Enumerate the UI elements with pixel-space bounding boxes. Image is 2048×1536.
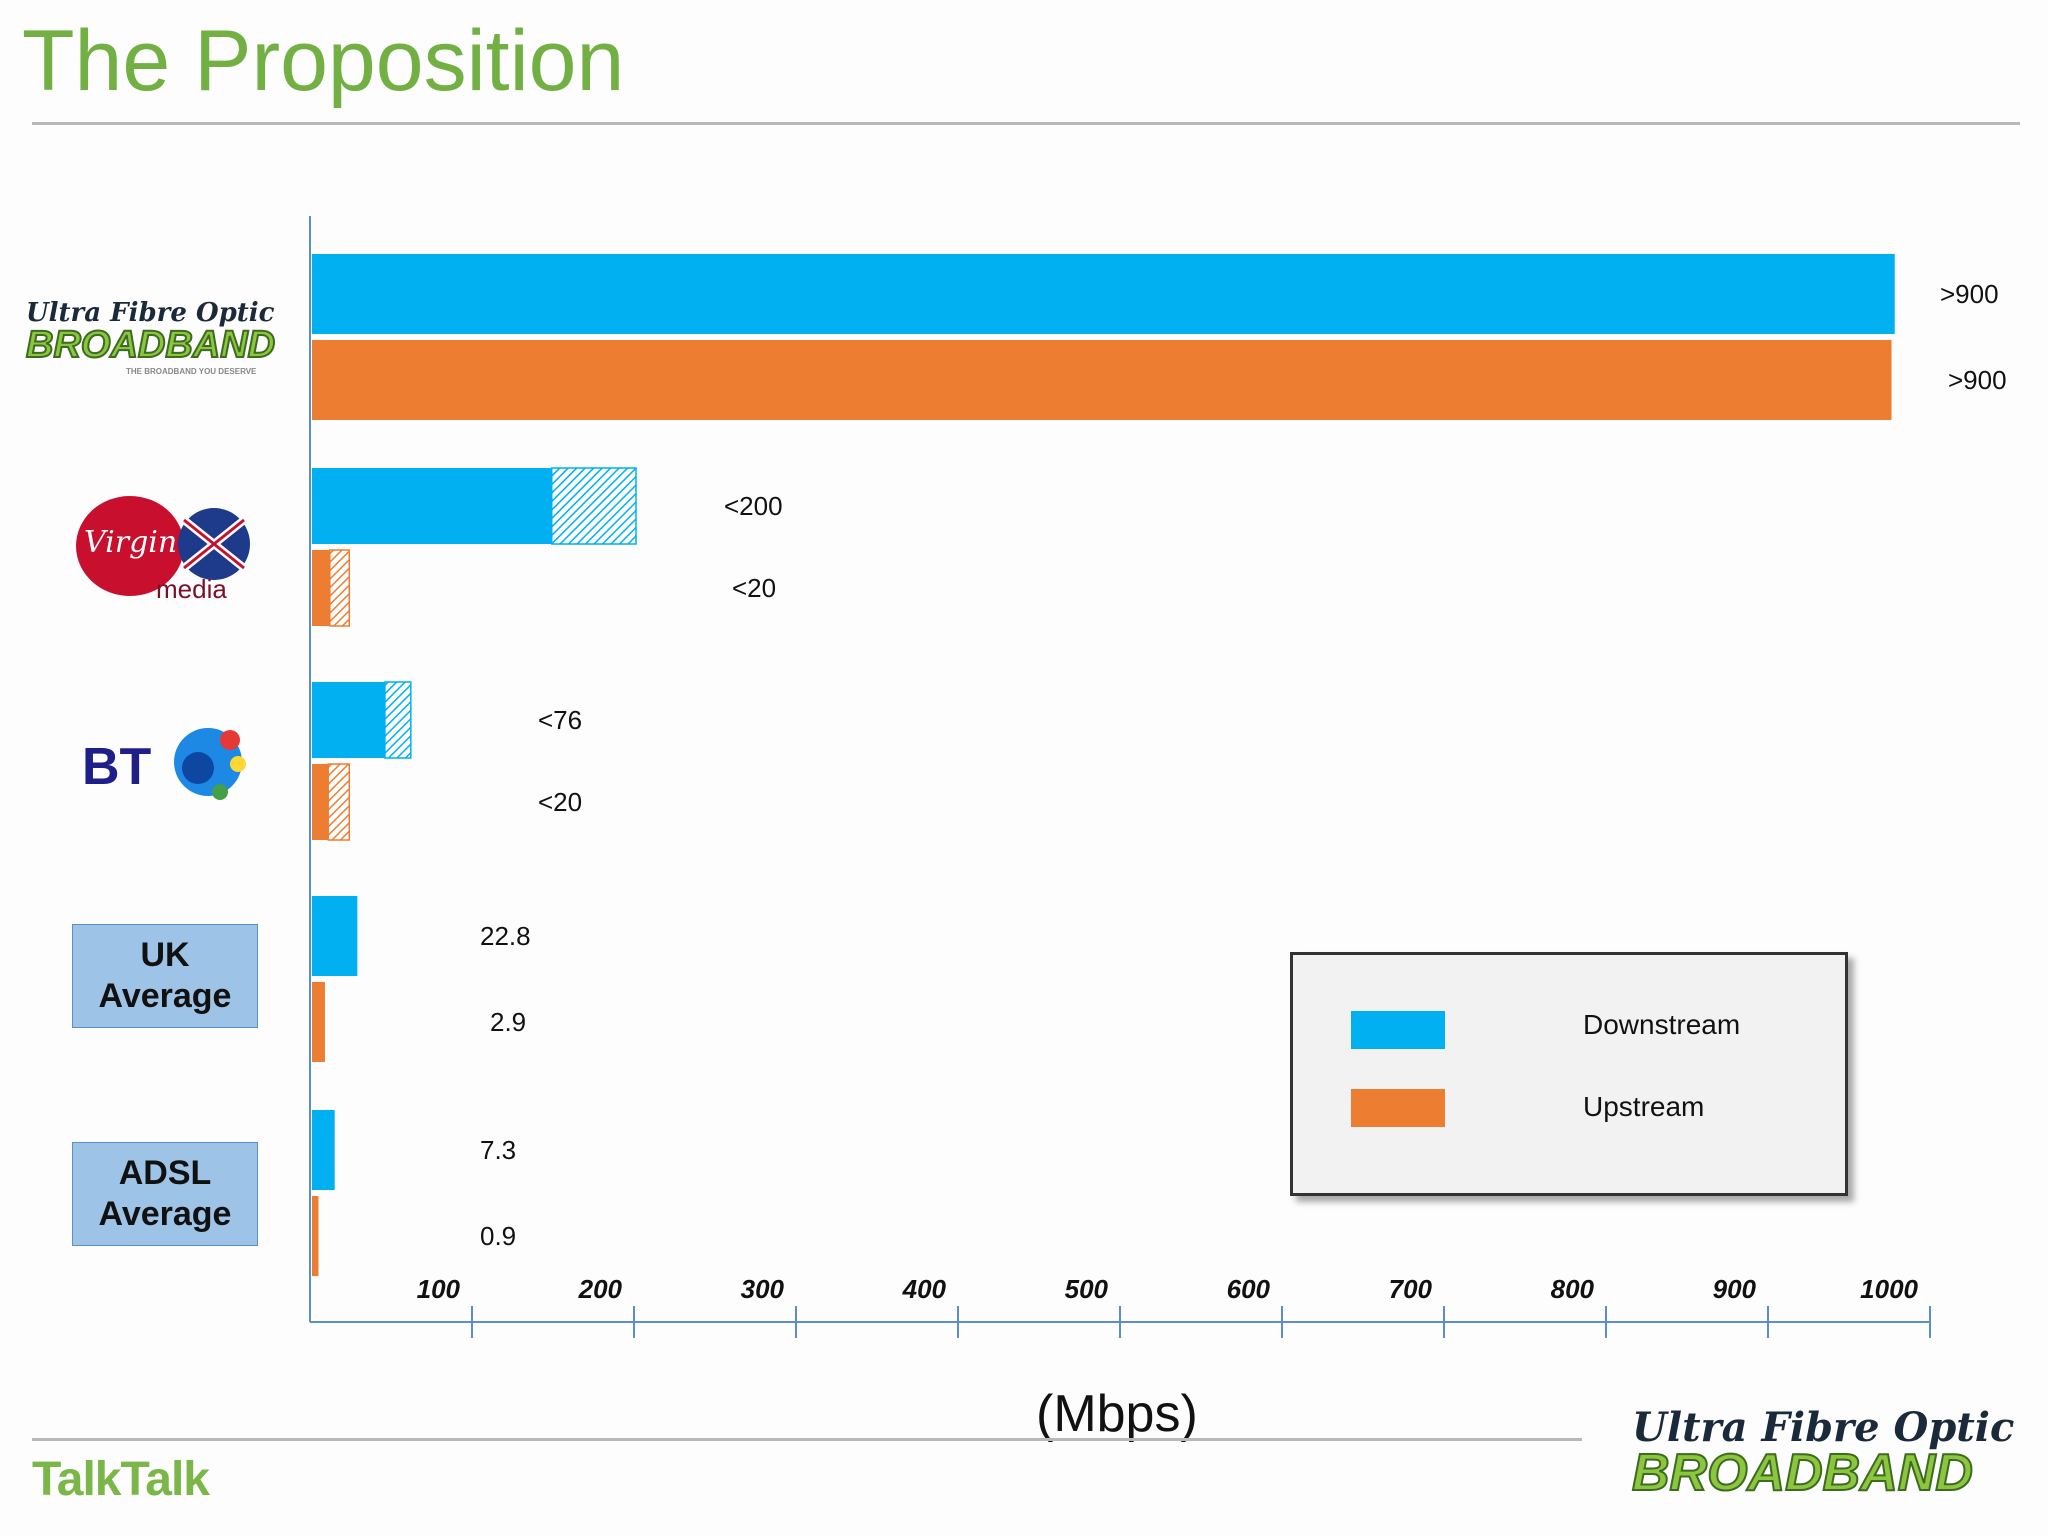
data-label: 2.9 bbox=[490, 1007, 526, 1037]
bar-range-upstream-2 bbox=[327, 763, 351, 841]
data-label: <76 bbox=[538, 705, 582, 735]
data-label: 22.8 bbox=[480, 921, 531, 951]
chart-legend: Downstream Upstream bbox=[1290, 952, 1848, 1196]
title-divider bbox=[32, 122, 2020, 125]
bar-downstream-2 bbox=[312, 682, 385, 758]
x-tick-label: 500 bbox=[1065, 1274, 1109, 1304]
data-label: <20 bbox=[538, 787, 582, 817]
logo-line1: Ultra Fibre Optic bbox=[26, 298, 275, 328]
talktalk-logo: TalkTalk bbox=[32, 1453, 210, 1506]
page-title: The Proposition bbox=[22, 13, 625, 109]
data-label: >900 bbox=[1948, 365, 2007, 395]
bar-downstream-3 bbox=[312, 896, 358, 976]
adsl-average-line2: Average bbox=[98, 1195, 232, 1233]
uk-average-line1: UK bbox=[140, 936, 190, 975]
legend-swatch-downstream bbox=[1351, 1011, 1445, 1049]
bar-downstream-1 bbox=[312, 468, 552, 544]
x-axis-unit: (Mbps) bbox=[1036, 1385, 1198, 1443]
data-label: 7.3 bbox=[480, 1135, 516, 1165]
legend-label-downstream: Downstream bbox=[1583, 1009, 1741, 1040]
footer-logo-line2: BROADBAND bbox=[1631, 1443, 1974, 1503]
bar-upstream-4 bbox=[312, 1196, 319, 1276]
data-label: >900 bbox=[1940, 279, 1999, 309]
x-tick-label: 200 bbox=[578, 1274, 623, 1304]
x-tick-label: 400 bbox=[902, 1274, 947, 1304]
x-tick-label: 900 bbox=[1713, 1274, 1757, 1304]
bar-upstream-3 bbox=[312, 982, 325, 1062]
adsl-average-label: ADSL Average bbox=[72, 1142, 258, 1246]
virgin-media-logo: Virgin media bbox=[76, 496, 250, 604]
bar-range-downstream-1 bbox=[551, 467, 637, 545]
bt-logo: BT bbox=[82, 728, 246, 800]
uk-average-label: UK Average bbox=[72, 924, 258, 1028]
ultra-fibre-logo: Ultra Fibre Optic BROADBAND THE BROADBAN… bbox=[25, 298, 276, 376]
data-label: 0.9 bbox=[480, 1221, 516, 1251]
footer-divider bbox=[32, 1438, 1582, 1441]
logo-tagline: THE BROADBAND YOU DESERVE bbox=[126, 367, 257, 376]
logo-line2: BROADBAND bbox=[25, 323, 276, 367]
x-tick-label: 700 bbox=[1389, 1274, 1433, 1304]
bar-downstream-4 bbox=[312, 1110, 335, 1190]
virgin-word: Virgin bbox=[84, 525, 177, 560]
bar-range-upstream-1 bbox=[329, 549, 351, 627]
bt-word: BT bbox=[82, 738, 152, 796]
x-tick-label: 800 bbox=[1551, 1274, 1595, 1304]
adsl-average-line1: ADSL bbox=[118, 1154, 212, 1193]
legend-label-upstream: Upstream bbox=[1583, 1091, 1705, 1122]
bar-upstream-2 bbox=[312, 764, 329, 840]
x-tick-label: 300 bbox=[741, 1274, 785, 1304]
data-label: <200 bbox=[724, 491, 783, 521]
footer-logo-line1: Ultra Fibre Optic bbox=[1632, 1404, 2015, 1451]
footer-ultra-fibre-logo: Ultra Fibre Optic BROADBAND bbox=[1631, 1404, 2015, 1503]
x-tick-label: 600 bbox=[1227, 1274, 1271, 1304]
bar-downstream-0 bbox=[312, 254, 1895, 334]
bar-range-downstream-2 bbox=[384, 681, 412, 759]
virgin-media-word: media bbox=[156, 574, 227, 604]
legend-swatch-upstream bbox=[1351, 1089, 1445, 1127]
data-label: <20 bbox=[732, 573, 776, 603]
x-tick-label: 100 bbox=[417, 1274, 461, 1304]
uk-average-line2: Average bbox=[98, 977, 232, 1015]
bar-upstream-0 bbox=[312, 340, 1892, 420]
bar-upstream-1 bbox=[312, 550, 330, 626]
x-tick-label: 1000 bbox=[1860, 1274, 1918, 1304]
